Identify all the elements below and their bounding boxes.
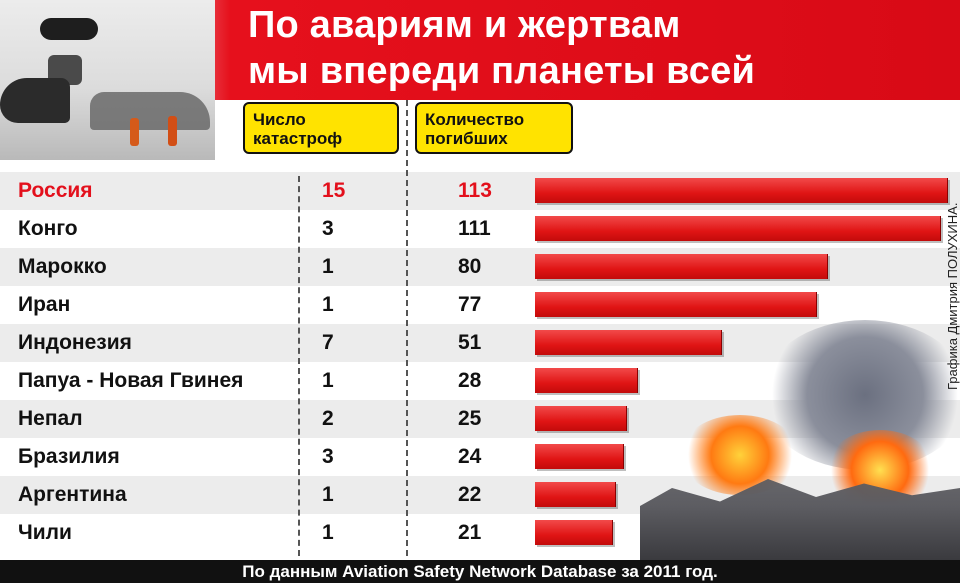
country-label: Папуа - Новая Гвинея xyxy=(18,369,244,392)
death-count: 28 xyxy=(458,369,482,392)
death-count: 80 xyxy=(458,255,482,278)
crash-count: 1 xyxy=(322,521,334,544)
deaths-bar xyxy=(535,444,624,469)
deaths-bar xyxy=(535,406,627,431)
country-label: Россия xyxy=(18,179,93,202)
crash-count: 15 xyxy=(322,179,346,202)
country-label: Индонезия xyxy=(18,331,132,354)
country-label: Марокко xyxy=(18,255,107,278)
burning-wreckage-photo xyxy=(640,320,960,560)
death-count: 21 xyxy=(458,521,482,544)
deaths-bar xyxy=(535,520,613,545)
death-count: 24 xyxy=(458,445,482,468)
crash-count: 3 xyxy=(322,445,334,468)
country-label: Иран xyxy=(18,293,71,316)
column-header-deaths: Количество погибших xyxy=(415,102,573,154)
country-label: Конго xyxy=(18,217,78,240)
death-count: 111 xyxy=(458,217,491,240)
death-count: 77 xyxy=(458,293,482,316)
country-label: Бразилия xyxy=(18,445,120,468)
deaths-bar xyxy=(535,254,828,279)
column-header-crashes: Число катастроф xyxy=(243,102,399,154)
deaths-bar xyxy=(535,482,616,507)
column-divider xyxy=(298,176,300,556)
crash-count: 2 xyxy=(322,407,334,430)
crash-site-photo xyxy=(0,0,215,160)
crash-count: 7 xyxy=(322,331,334,354)
headline: По авариям и жертвам мы впереди планеты … xyxy=(248,4,756,92)
deaths-bar xyxy=(535,330,722,355)
deaths-bar xyxy=(535,292,817,317)
deaths-bar xyxy=(535,216,941,241)
source-note: По данным Aviation Safety Network Databa… xyxy=(0,560,960,583)
death-count: 22 xyxy=(458,483,482,506)
graphics-credit: Графика Дмитрия ПОЛУХИНА. xyxy=(945,202,960,390)
country-label: Непал xyxy=(18,407,83,430)
crash-count: 1 xyxy=(322,255,334,278)
death-count: 25 xyxy=(458,407,482,430)
deaths-bar xyxy=(535,178,948,203)
crash-count: 3 xyxy=(322,217,334,240)
column-divider xyxy=(406,100,408,556)
deaths-bar xyxy=(535,368,638,393)
death-count: 113 xyxy=(458,179,492,202)
crash-count: 1 xyxy=(322,369,334,392)
crash-count: 1 xyxy=(322,293,334,316)
crash-count: 1 xyxy=(322,483,334,506)
country-label: Аргентина xyxy=(18,483,127,506)
death-count: 51 xyxy=(458,331,482,354)
country-label: Чили xyxy=(18,521,72,544)
